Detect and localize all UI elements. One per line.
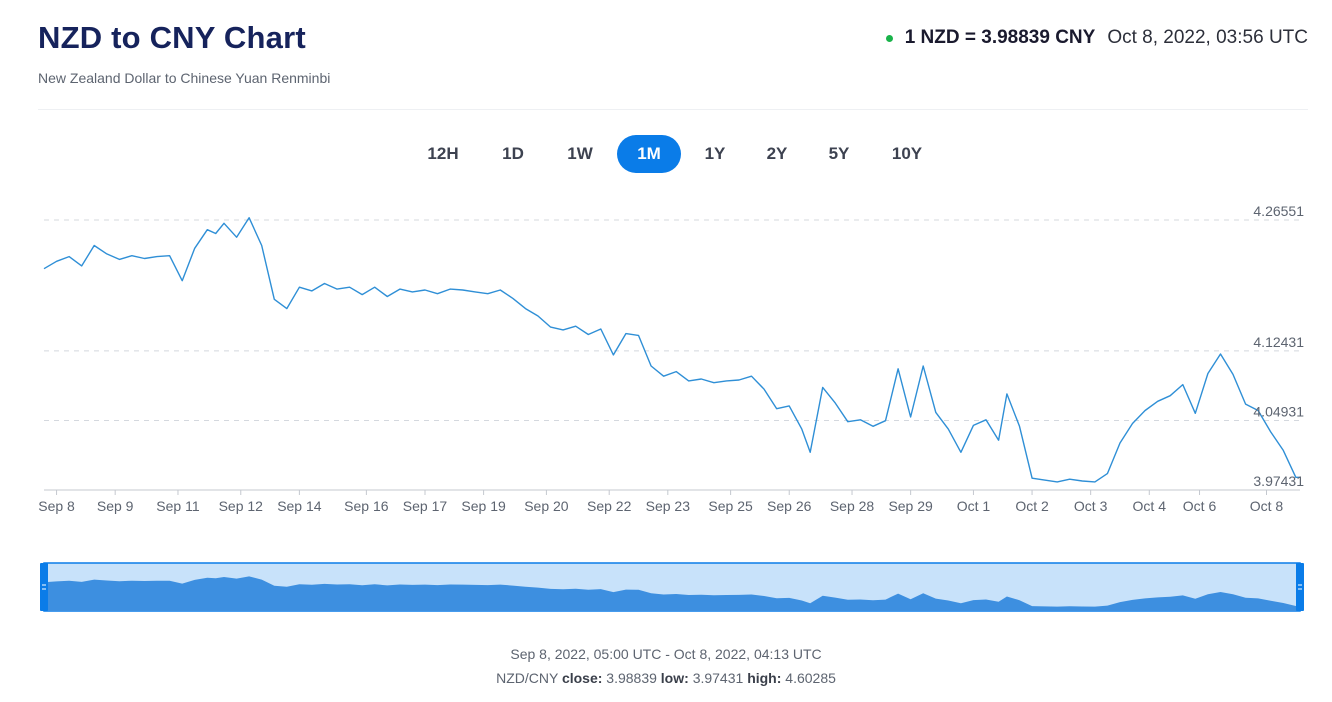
y-tick-label: 4.04931	[1253, 403, 1304, 419]
price-chart[interactable]: Sep 8 Sep 9 Sep 11 Sep 12 Sep 14 Sep 16 Sep 17…	[0, 0, 1332, 630]
grid-layer	[44, 219, 1300, 421]
page-title: NZD to CNY Chart	[38, 20, 306, 55]
x-tick-label: Sep 22	[587, 498, 632, 514]
y-tick-label: 3.97431	[1253, 473, 1304, 489]
x-tick-label: Sep 19	[461, 498, 506, 514]
summary-high-label: high:	[747, 670, 782, 686]
navigator	[40, 562, 1304, 612]
x-tick-label: Sep 28	[830, 498, 875, 514]
x-axis: Sep 8 Sep 9 Sep 11 Sep 12 Sep 14 Sep 16 Sep 17…	[38, 489, 1300, 514]
x-tick-label: Sep 23	[646, 498, 691, 514]
header-divider	[38, 109, 1308, 110]
x-tick-label: Sep 14	[277, 498, 322, 514]
summary-high-value: 4.60285	[785, 670, 836, 686]
y-tick-label: 4.12431	[1253, 334, 1304, 350]
summary-low-value: 3.97431	[692, 670, 744, 686]
summary-close-value: 3.98839	[606, 670, 657, 686]
tab-10y[interactable]: 10Y	[891, 144, 923, 163]
tab-1y[interactable]: 1Y	[704, 144, 726, 163]
x-tick-label: Sep 8	[38, 498, 75, 514]
navigator-right-handle[interactable]	[1296, 563, 1304, 611]
tab-5y[interactable]: 5Y	[828, 144, 850, 163]
summary-close-label: close:	[561, 670, 603, 686]
x-tick-label: Oct 1	[957, 498, 991, 514]
navigator-area	[44, 576, 1300, 611]
tab-1d[interactable]: 1D	[502, 144, 524, 163]
y-axis: 4.26551 4.12431 4.04931 3.97431	[1253, 203, 1304, 489]
x-tick-label: Sep 29	[888, 498, 933, 514]
x-tick-label: Oct 2	[1015, 498, 1049, 514]
page-subtitle: New Zealand Dollar to Chinese Yuan Renmi…	[38, 70, 331, 86]
price-series-line	[43, 217, 1300, 483]
rate-display: 1 NZD = 3.98839 CNY Oct 8, 2022, 03:56 U…	[885, 27, 1308, 49]
live-status-dot	[885, 34, 893, 42]
x-tick-label: Sep 12	[219, 498, 264, 514]
x-tick-label: Oct 6	[1183, 498, 1217, 514]
y-tick-label: 4.26551	[1253, 203, 1304, 219]
line-layer	[43, 217, 1300, 483]
rate-text: 1 NZD = 3.98839 CNY	[904, 27, 1096, 48]
x-tick-label: Oct 8	[1250, 498, 1284, 514]
summary-pair: NZD/CNY	[496, 670, 559, 686]
range-tabs: 12H 1D 1W 1M 1Y 2Y 5Y 10Y	[0, 135, 1332, 173]
summary-low-label: low:	[660, 670, 689, 686]
x-tick-label: Sep 16	[344, 498, 389, 514]
x-tick-label: Sep 11	[156, 498, 200, 514]
x-tick-label: Oct 4	[1133, 498, 1167, 514]
x-tick-label: Sep 20	[524, 498, 569, 514]
rate-timestamp: Oct 8, 2022, 03:56 UTC	[1107, 27, 1308, 48]
x-tick-label: Sep 25	[708, 498, 753, 514]
tab-1m[interactable]: 1M	[617, 135, 681, 173]
x-tick-label: Sep 9	[97, 498, 134, 514]
x-tick-label: Sep 17	[403, 498, 448, 514]
date-range-text: Sep 8, 2022, 05:00 UTC - Oct 8, 2022, 04…	[510, 646, 822, 662]
tab-1w[interactable]: 1W	[567, 144, 593, 163]
navigator-left-handle[interactable]	[40, 563, 48, 611]
x-tick-label: Sep 26	[767, 498, 812, 514]
summary-line: NZD/CNY close: 3.98839 low: 3.97431 high…	[0, 670, 1332, 686]
tab-12h[interactable]: 12H	[427, 144, 459, 163]
x-tick-label: Oct 3	[1074, 498, 1108, 514]
tab-2y[interactable]: 2Y	[766, 144, 788, 163]
